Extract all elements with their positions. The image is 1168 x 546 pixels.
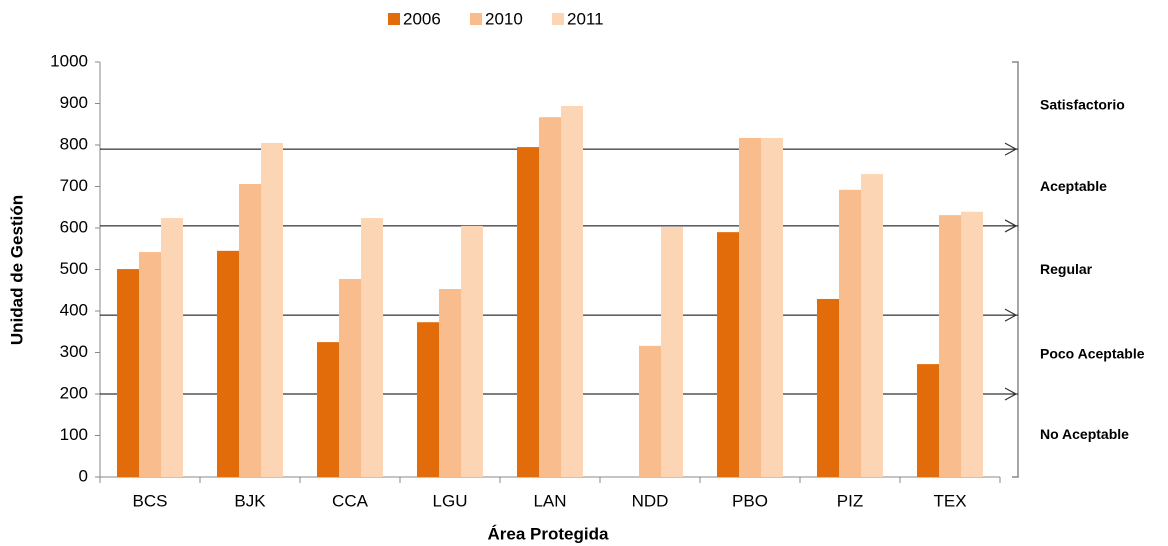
bar xyxy=(361,218,383,478)
bar xyxy=(539,117,561,477)
y-tick-label: 900 xyxy=(60,93,88,112)
y-tick-label: 700 xyxy=(60,176,88,195)
bar xyxy=(461,225,483,477)
x-axis-title: Área Protegida xyxy=(488,524,609,543)
x-tick-label: PIZ xyxy=(837,491,863,510)
x-tick-label: BJK xyxy=(234,491,266,510)
y-tick-label: 800 xyxy=(60,134,88,153)
zone-label: Satisfactorio xyxy=(1040,96,1125,112)
bar xyxy=(339,279,361,477)
bar xyxy=(261,142,283,478)
y-axis-title: Unidad de Gestión xyxy=(7,195,26,345)
y-tick-label: 600 xyxy=(60,217,88,236)
bar xyxy=(517,147,539,477)
y-tick-label: 200 xyxy=(60,383,88,402)
y-tick-label: 0 xyxy=(79,466,88,485)
bar xyxy=(161,218,183,478)
bar xyxy=(961,211,983,477)
zone-bracket xyxy=(1012,61,1019,478)
threshold-arrow xyxy=(1004,142,1018,156)
x-tick-label: PBO xyxy=(732,491,768,510)
legend-swatch xyxy=(552,13,564,25)
x-tick-label: LAN xyxy=(533,491,566,510)
legend-label: 2006 xyxy=(403,9,441,28)
x-tick-label: NDD xyxy=(632,491,669,510)
threshold-arrow xyxy=(1004,219,1018,233)
zone-label: Regular xyxy=(1040,261,1093,277)
bar xyxy=(717,232,739,477)
bar xyxy=(417,322,439,477)
y-tick-label: 1000 xyxy=(50,51,88,70)
bar xyxy=(839,189,861,477)
bar xyxy=(739,137,761,477)
threshold-arrow xyxy=(1004,308,1018,322)
x-tick-label: CCA xyxy=(332,491,369,510)
bar xyxy=(861,174,883,478)
bar xyxy=(239,184,261,477)
bar xyxy=(817,298,839,477)
bar xyxy=(639,345,661,477)
bar xyxy=(139,252,161,477)
legend-label: 2011 xyxy=(567,9,604,28)
bar xyxy=(661,227,683,477)
legend-swatch xyxy=(388,13,400,25)
y-tick-label: 300 xyxy=(60,342,88,361)
y-tick-label: 500 xyxy=(60,259,88,278)
zone-label: No Aceptable xyxy=(1040,426,1129,442)
bar xyxy=(317,342,339,477)
legend-label: 2010 xyxy=(485,9,523,28)
x-tick-label: LGU xyxy=(433,491,468,510)
x-tick-label: BCS xyxy=(133,491,168,510)
legend-swatch xyxy=(470,13,482,25)
bar xyxy=(117,269,139,477)
bar xyxy=(439,289,461,477)
y-tick-label: 400 xyxy=(60,300,88,319)
y-tick-label: 100 xyxy=(60,425,88,444)
zone-label: Poco Aceptable xyxy=(1040,345,1145,361)
bar xyxy=(939,215,961,477)
x-tick-label: TEX xyxy=(933,491,966,510)
bar xyxy=(217,250,239,477)
bar xyxy=(761,137,783,477)
zone-label: Aceptable xyxy=(1040,178,1107,194)
bar xyxy=(917,364,939,477)
threshold-arrow xyxy=(1004,387,1018,401)
bar xyxy=(561,105,583,478)
